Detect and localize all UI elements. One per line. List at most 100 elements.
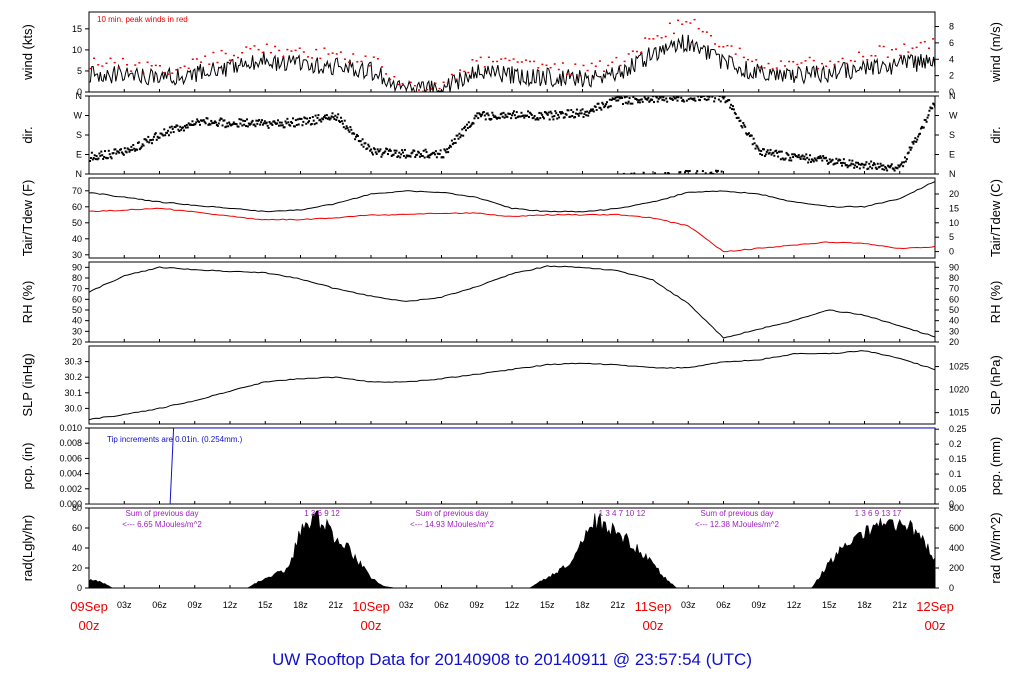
dir-point: [311, 116, 314, 119]
dir-point: [577, 114, 580, 117]
wind-peak-point: [319, 57, 322, 60]
dir-point: [874, 166, 877, 169]
dir-point: [276, 122, 279, 125]
dir-point: [118, 151, 121, 154]
dir-point: [747, 132, 750, 135]
wind-peak-point: [557, 68, 560, 71]
wind-peak-point: [339, 51, 342, 53]
time-tick-label: 06z: [716, 600, 731, 610]
wind-peak-point: [380, 66, 383, 68]
rh-left-tick-label: 90: [72, 262, 82, 272]
time-tick-label: 12z: [505, 600, 520, 610]
dir-point: [168, 126, 171, 129]
wind-peak-point: [882, 45, 885, 48]
wind-peak-point: [858, 51, 861, 54]
dir-point: [821, 159, 824, 162]
dir-point: [98, 152, 101, 155]
wind-peak-point: [652, 38, 655, 40]
dir-point: [129, 149, 132, 152]
dir-point: [633, 172, 636, 174]
dir-point: [131, 148, 134, 151]
wind-peak-point: [459, 69, 462, 71]
dir-point: [684, 169, 687, 172]
wind-peak-point: [134, 64, 137, 66]
dir-right-tick-label: E: [949, 150, 955, 160]
dir-left-tick-label: W: [74, 111, 83, 121]
temp-ylabel-right: Tair/Tdew (C): [988, 179, 1003, 257]
dir-point: [301, 124, 304, 127]
wind-peak-point: [648, 38, 651, 40]
wind-ylabel-left: wind (kts): [20, 24, 35, 81]
dir-point: [665, 97, 668, 100]
wind-peak-point: [93, 57, 96, 60]
date-label-hour: 00z: [361, 618, 382, 633]
wind-peak-point: [245, 46, 248, 48]
dir-point: [486, 112, 489, 115]
dir-point: [247, 122, 250, 125]
wind-peak-point: [911, 47, 914, 49]
slp-ylabel-right: SLP (hPa): [988, 355, 1003, 415]
date-label-day: 10Sep: [352, 599, 390, 614]
dir-point: [246, 125, 249, 128]
wind-peak-point: [171, 72, 174, 74]
dir-point: [326, 117, 329, 120]
dir-point: [726, 100, 729, 103]
slp-right-tick-label: 1015: [949, 408, 969, 418]
dir-point: [919, 132, 922, 135]
dir-point: [569, 115, 572, 118]
dir-point: [846, 166, 849, 169]
dir-point: [226, 122, 229, 125]
dir-point: [120, 148, 123, 151]
dir-point: [331, 112, 334, 115]
wind-peak-point: [853, 60, 856, 63]
wind-peak-point: [821, 62, 824, 65]
dir-point: [854, 164, 857, 167]
pcp-right-tick-label: 0.05: [949, 484, 967, 494]
wind-peak-point: [878, 45, 881, 47]
dir-point: [169, 131, 172, 134]
dir-point: [714, 97, 717, 100]
wind-peak-point: [212, 51, 215, 54]
dir-point: [631, 102, 634, 105]
dir-point: [495, 116, 498, 119]
pcp-ylabel-left: pcp. (in): [20, 443, 35, 490]
dir-point: [643, 96, 646, 99]
dir-point: [145, 139, 148, 142]
dir-point: [394, 151, 397, 154]
dir-point: [167, 129, 170, 132]
dir-point: [683, 100, 686, 103]
wind-peak-point: [163, 72, 166, 74]
dir-point: [576, 112, 579, 115]
dir-point: [484, 118, 487, 121]
wind-peak-point: [364, 55, 367, 57]
wind-peak-point: [101, 65, 104, 67]
wind-peak-point: [434, 82, 437, 85]
wind-peak-point: [475, 60, 478, 62]
dir-point: [249, 122, 252, 125]
dir-point: [478, 112, 481, 115]
dir-ylabel-left: dir.: [20, 126, 35, 143]
dir-point: [283, 126, 286, 129]
dir-point: [538, 111, 541, 114]
dir-point: [514, 117, 517, 120]
wind-peak-point: [298, 47, 301, 49]
dir-point: [897, 164, 900, 167]
dir-point: [529, 112, 532, 115]
time-tick-label: 15z: [822, 600, 837, 610]
dir-point: [289, 124, 292, 127]
dir-point: [855, 161, 858, 164]
time-tick-label: 15z: [540, 600, 555, 610]
dir-point: [462, 134, 465, 137]
dir-point: [130, 145, 133, 148]
wind-peak-point: [146, 61, 149, 64]
dir-point: [267, 126, 270, 129]
dir-point: [541, 113, 544, 116]
wind-peak-point: [603, 70, 606, 73]
dir-point: [180, 128, 183, 131]
dir-point: [174, 126, 177, 129]
dir-point: [684, 171, 687, 174]
wind-peak-point: [841, 57, 844, 60]
dir-point: [148, 141, 151, 144]
page-title: UW Rooftop Data for 20140908 to 20140911…: [271, 650, 752, 669]
wind-peak-point: [504, 57, 507, 60]
